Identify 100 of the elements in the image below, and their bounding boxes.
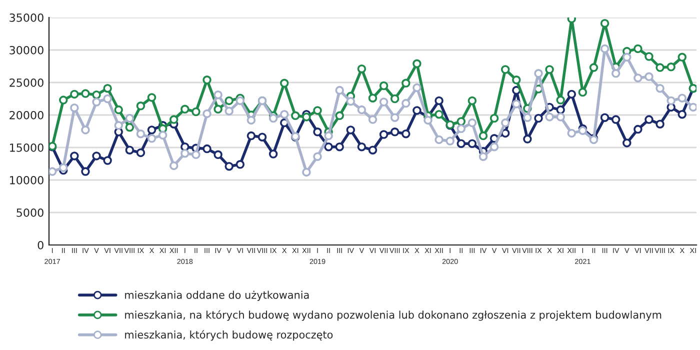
point	[346, 126, 356, 134]
point	[81, 167, 90, 176]
point	[468, 96, 477, 106]
point	[368, 115, 378, 124]
point	[556, 112, 565, 122]
point	[402, 129, 410, 138]
point	[324, 142, 333, 152]
point	[446, 136, 454, 146]
y-tick-label: 10000	[10, 176, 44, 184]
point	[402, 98, 410, 108]
point	[147, 126, 156, 134]
point	[70, 152, 79, 160]
point	[125, 122, 134, 132]
point	[246, 116, 256, 125]
point	[313, 128, 322, 136]
point	[58, 96, 68, 104]
point	[666, 62, 676, 72]
point	[678, 110, 687, 119]
point	[125, 146, 134, 154]
y-tick-label: 30000	[10, 46, 44, 54]
point	[224, 96, 234, 106]
point	[589, 63, 598, 72]
point	[81, 89, 90, 98]
point	[644, 72, 654, 82]
point	[545, 65, 554, 74]
point	[567, 90, 576, 99]
point	[412, 83, 422, 92]
point	[534, 114, 543, 123]
point	[49, 167, 57, 176]
point	[534, 69, 543, 78]
point	[202, 76, 212, 84]
point	[346, 96, 356, 106]
point	[600, 18, 610, 28]
point	[424, 116, 432, 125]
point	[644, 52, 654, 61]
point	[280, 110, 289, 119]
point	[180, 148, 190, 158]
point	[644, 115, 654, 124]
point	[258, 132, 267, 142]
point	[434, 96, 444, 106]
point	[224, 106, 234, 116]
point	[136, 129, 146, 138]
y-tick-label: 0	[38, 240, 44, 250]
point	[280, 78, 289, 88]
point	[268, 114, 278, 123]
point	[313, 106, 322, 115]
point	[390, 113, 400, 122]
point	[357, 142, 366, 152]
point	[302, 112, 311, 122]
point	[368, 146, 378, 154]
point	[357, 64, 366, 74]
point	[103, 94, 112, 104]
point	[214, 90, 222, 100]
point	[600, 44, 610, 54]
point	[357, 105, 366, 114]
point	[302, 168, 311, 177]
point	[622, 138, 632, 148]
point	[379, 81, 388, 90]
point	[456, 139, 466, 148]
point	[236, 160, 245, 169]
point	[656, 84, 664, 93]
point	[390, 128, 400, 136]
point	[335, 86, 344, 95]
point	[500, 118, 510, 128]
point	[224, 162, 234, 171]
point	[500, 65, 510, 74]
point	[412, 59, 422, 68]
point	[214, 104, 222, 114]
point	[379, 98, 388, 106]
point	[192, 107, 200, 116]
point	[688, 102, 696, 112]
point	[169, 161, 178, 170]
point	[202, 144, 212, 154]
point	[512, 76, 521, 84]
point	[92, 90, 101, 100]
point	[634, 74, 642, 82]
point	[523, 134, 532, 144]
point	[368, 94, 378, 102]
point	[490, 114, 499, 123]
point	[158, 130, 168, 140]
point	[92, 98, 101, 106]
point	[656, 63, 664, 72]
point	[335, 142, 344, 152]
point	[634, 44, 642, 54]
point	[103, 84, 112, 93]
point	[412, 106, 422, 115]
point	[622, 52, 632, 62]
point	[81, 126, 90, 134]
point	[246, 131, 256, 140]
point	[70, 103, 79, 112]
point	[478, 152, 488, 161]
y-tick-label: 35000	[10, 13, 44, 22]
point	[434, 110, 444, 119]
point	[169, 115, 178, 124]
point	[556, 105, 565, 114]
point	[512, 100, 521, 108]
point	[268, 150, 278, 158]
point	[324, 131, 333, 140]
point	[70, 90, 79, 99]
point	[103, 156, 112, 165]
